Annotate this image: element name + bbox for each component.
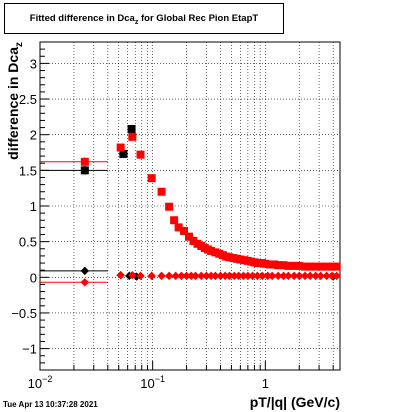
data-point-square (265, 260, 274, 269)
data-point-diamond (279, 271, 288, 281)
data-point-diamond (182, 271, 191, 281)
data-point-diamond (239, 271, 248, 281)
data-point-diamond (220, 271, 230, 281)
data-point-diamond (316, 271, 325, 281)
y-tick-label: 0 (30, 270, 37, 285)
data-point-diamond (263, 271, 272, 281)
y-tick-label: 1.5 (19, 163, 37, 178)
data-point-square (279, 261, 288, 270)
y-tick-label: 1 (30, 199, 37, 214)
chart-title: Fitted difference in Dcaz for Global Rec… (29, 13, 259, 26)
axes (39, 41, 341, 371)
data-point-square (306, 262, 315, 271)
y-tick-label: −0.5 (11, 306, 37, 321)
data-point-square (284, 261, 293, 270)
data-point-diamond (187, 271, 196, 281)
data-point-square (316, 262, 325, 271)
data-point-square (127, 124, 136, 133)
data-point-diamond (147, 271, 156, 281)
data-point-diamond (284, 271, 293, 281)
data-point-diamond (267, 271, 277, 281)
data-point-diamond (300, 271, 310, 281)
data-point-square (157, 187, 166, 196)
data-point-square (290, 261, 299, 270)
chart-title-box: Fitted difference in Dcaz for Global Rec… (4, 3, 284, 34)
data-point-square (261, 259, 270, 268)
data-point-square (80, 157, 89, 166)
data-point-diamond (311, 271, 320, 281)
data-point-square (165, 202, 174, 211)
data-point-square (189, 236, 198, 245)
data-point-diamond (305, 271, 315, 281)
data-point-diamond (136, 271, 145, 281)
data-point-diamond (230, 271, 239, 281)
y-axis-label: difference in Dcaz (5, 42, 25, 160)
y-tick-label: 2.5 (19, 92, 37, 107)
data-point-square (327, 262, 336, 271)
data-point-diamond (128, 270, 137, 280)
data-point-diamond (80, 266, 90, 276)
x-tick-label: 10−2 (28, 374, 53, 391)
data-point-square (322, 262, 331, 271)
data-point-diamond (206, 271, 216, 281)
x-tick-label: 10−1 (140, 374, 165, 391)
data-point-square (184, 232, 193, 241)
data-point-diamond (234, 271, 243, 281)
data-point-diamond (243, 271, 253, 281)
data-point-diamond (332, 271, 341, 281)
data-point-square (180, 226, 189, 235)
data-point-diamond (80, 278, 90, 287)
y-tick-label: −1 (22, 342, 37, 357)
data-point-diamond (202, 271, 211, 281)
data-point-diamond (327, 271, 337, 281)
data-point-diamond (253, 271, 262, 281)
data-point-square (311, 262, 320, 271)
data-point-diamond (248, 271, 257, 281)
data-point-diamond (164, 271, 174, 281)
data-point-square (295, 261, 304, 270)
data-point-diamond (295, 271, 304, 281)
data-point-diamond (197, 271, 206, 281)
data-point-square (332, 262, 341, 271)
data-point-square (80, 166, 89, 175)
data-point-diamond (216, 271, 225, 281)
data-point-square (147, 174, 156, 183)
data-point-diamond (289, 271, 299, 281)
data-point-diamond (191, 271, 200, 281)
data-point-square (116, 143, 125, 152)
grid (40, 42, 340, 370)
data-point-square (128, 132, 137, 141)
x-axis-label: pT/|q| (GeV/c) (250, 394, 340, 410)
data-point-diamond (225, 271, 234, 281)
y-tick-label: 0.5 (19, 235, 37, 250)
data-point-diamond (177, 271, 186, 281)
y-tick-label: 3 (30, 56, 37, 71)
y-tick-label: 2 (30, 128, 37, 143)
data-point-diamond (211, 271, 220, 281)
data-point-diamond (157, 271, 166, 281)
data-point-diamond (171, 271, 180, 281)
axis-labels: −1 −0.5 0 0.5 1 1.5 2 2.5 3 10−2 10−1 1 pT/|q| (GeV/… (5, 42, 340, 410)
data-point-diamond (322, 271, 331, 281)
data-point-square (274, 261, 283, 270)
data-point-diamond (132, 272, 141, 281)
data-point-square (174, 223, 183, 232)
datestamp: Tue Apr 13 10:37:28 2021 (3, 400, 98, 409)
data-marks (40, 124, 341, 287)
data-point-square (301, 262, 310, 271)
data-point-diamond (258, 271, 267, 281)
data-point-square (207, 246, 216, 255)
data-point-diamond (273, 271, 283, 281)
data-point-square (136, 150, 145, 159)
data-point-square (170, 216, 179, 225)
data-point-square (119, 149, 128, 158)
data-point-diamond (116, 270, 125, 280)
x-tick-label: 1 (262, 376, 269, 391)
